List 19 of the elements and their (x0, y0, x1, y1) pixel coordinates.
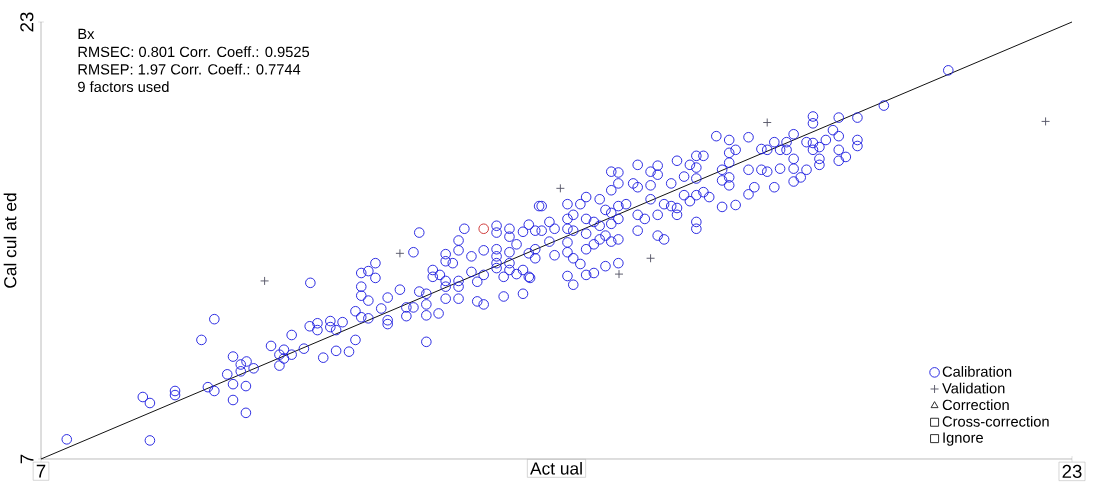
point (646, 253, 656, 263)
annotation: RMSEP: 1.97 Corr. Coeff.: 0.7744 (78, 63, 301, 75)
point (762, 118, 772, 127)
annotation: RMSEC: 0.801 Corr. Coeff.: 0.9525 (78, 46, 310, 58)
point (395, 248, 405, 258)
point (555, 183, 565, 193)
annotation: Bx (78, 28, 95, 39)
x-axis-title: Act ual (530, 461, 582, 475)
legend-label: Validation (942, 382, 1005, 394)
y-axis-title: Cal cul at ed (3, 193, 17, 288)
annotation: 9 factors used (78, 81, 169, 93)
legend-label: Ignore (943, 432, 983, 446)
point (260, 276, 270, 286)
legend-label: Calibration (942, 366, 1012, 377)
legend-label: Correction (942, 399, 1009, 411)
point (1041, 116, 1051, 126)
point (614, 269, 624, 279)
legend-label: Cross-correction (942, 415, 1049, 427)
point (478, 223, 489, 235)
